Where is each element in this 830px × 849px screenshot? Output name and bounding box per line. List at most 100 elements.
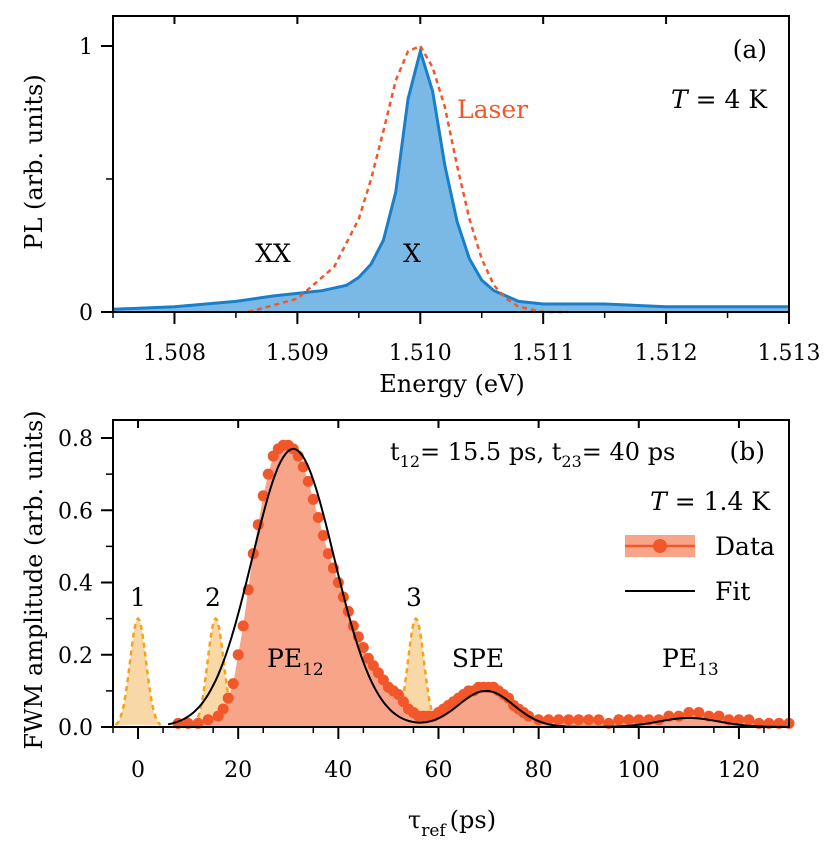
x-tick-label-b: 100 — [618, 758, 660, 783]
data-point — [317, 530, 329, 542]
panel-b-temperature: T = 1.4 K — [650, 487, 771, 516]
panel-b: 0 20 40 60 80 100 120 0.0 0.2 0.4 0.6 0.8 τref (ps)… — [20, 410, 795, 841]
x-tick-label-b: 60 — [424, 758, 452, 783]
laser-line — [247, 44, 568, 314]
x-tick-label-b: 40 — [324, 758, 352, 783]
tau-symbol: τ — [408, 806, 421, 834]
legend-fit-label: Fit — [715, 577, 750, 606]
data-point — [613, 714, 625, 726]
pulse-label-3: 3 — [406, 583, 422, 612]
data-point — [227, 678, 239, 690]
data-point — [232, 649, 244, 661]
tau-unit: (ps) — [450, 806, 496, 834]
data-point — [623, 714, 635, 726]
legend: Data Fit — [625, 532, 775, 606]
t23-subscript: 23 — [561, 452, 581, 471]
t12-symbol: t — [390, 438, 400, 466]
peak-x-label: X — [403, 239, 421, 268]
x-tick-label-a: 1.512 — [635, 341, 698, 366]
x-tick-label-a: 1.513 — [758, 341, 821, 366]
y-tick-label-b: 0.8 — [58, 427, 93, 452]
data-point — [202, 714, 214, 726]
x-tick-label-b: 20 — [224, 758, 252, 783]
t23-value: = 40 ps — [582, 438, 676, 466]
legend-data-marker — [653, 539, 667, 553]
data-point — [257, 490, 269, 502]
x-tick-label-a: 1.510 — [389, 341, 452, 366]
panel-a-label: (a) — [733, 35, 767, 64]
x-tick-label-a: 1.509 — [266, 341, 329, 366]
y-tick-label-b: 0.6 — [58, 499, 93, 524]
y-tick-label-b: 0.0 — [58, 716, 93, 741]
data-point — [713, 710, 725, 722]
panel-a-y-ticks: 01 — [79, 35, 113, 326]
data-point — [653, 714, 665, 726]
y-tick-label-b: 0.4 — [58, 572, 93, 597]
panel-b-temperature-var: T — [650, 487, 669, 516]
data-point — [683, 707, 695, 719]
y-tick-label-b: 0.2 — [58, 644, 93, 669]
data-point — [583, 714, 595, 726]
panel-b-x-ticks: 0 20 40 60 80 100 120 — [112, 420, 765, 783]
pe12-main: PE — [267, 644, 302, 673]
panel-a-x-axis-label: Energy (eV) — [379, 370, 524, 398]
data-point — [673, 710, 685, 722]
panel-a: 1.508 1.509 1.510 1.511 1.512 1.513 01 Energy… — [20, 15, 821, 398]
x-tick-label-b: 0 — [131, 758, 145, 783]
data-point — [563, 714, 575, 726]
data-point — [357, 642, 369, 654]
pulse-fill — [115, 618, 161, 725]
fwm-data-area — [178, 445, 789, 727]
x-tick-label-a: 1.511 — [512, 341, 575, 366]
data-point — [743, 714, 755, 726]
panel-a-frame — [112, 15, 790, 313]
panel-b-y-axis-label: FWM amplitude (arb. units) — [20, 410, 48, 749]
delay-annotation: t12= 15.5 ps, t23= 40 ps — [390, 438, 675, 471]
data-point — [733, 714, 745, 726]
y-tick-label-a: 1 — [79, 35, 93, 60]
panel-a-x-ticks: 1.508 1.509 1.510 1.511 1.512 1.513 — [112, 16, 821, 366]
pulse-label-1: 1 — [130, 583, 146, 612]
panel-b-frame — [112, 419, 790, 728]
panel-b-x-axis-label: τref (ps) — [408, 806, 496, 841]
tau-subscript: ref — [421, 821, 447, 841]
panel-a-temperature-var: T — [671, 85, 690, 114]
pe13-main: PE — [662, 644, 697, 673]
panel-b-temperature-value: = 1.4 K — [667, 487, 772, 516]
data-point — [573, 714, 585, 726]
data-point — [262, 468, 274, 480]
data-point — [553, 714, 565, 726]
panel-b-y-ticks: 0.0 0.2 0.4 0.6 0.8 — [58, 427, 113, 741]
x-tick-label-b: 80 — [525, 758, 553, 783]
data-point — [222, 692, 234, 704]
data-point — [312, 511, 324, 523]
data-point — [633, 714, 645, 726]
data-point — [237, 620, 249, 632]
laser-label: Laser — [457, 95, 528, 124]
peak-xx-label: XX — [255, 239, 291, 268]
data-point — [302, 475, 314, 487]
panel-a-temperature-value: = 4 K — [688, 85, 769, 114]
data-point — [593, 714, 605, 726]
pe13-sub: 13 — [697, 660, 719, 680]
panel-b-label: (b) — [729, 437, 765, 466]
y-tick-label-a: 0 — [79, 301, 93, 326]
pe13-label: PE13 — [662, 644, 719, 680]
data-point — [307, 493, 319, 505]
t23-symbol: t — [552, 438, 562, 466]
data-point — [693, 707, 705, 719]
data-point — [543, 714, 555, 726]
pulse-label-2: 2 — [205, 583, 221, 612]
spe-label: SPE — [452, 644, 504, 673]
fit-line — [167, 447, 789, 728]
t12-value: = 15.5 ps, — [420, 438, 552, 466]
pe12-label: PE12 — [267, 644, 324, 680]
pe12-sub: 12 — [302, 660, 324, 680]
t12-subscript: 12 — [400, 452, 420, 471]
pl-area — [113, 51, 789, 313]
panel-a-y-axis-label: PL (arb. units) — [20, 74, 48, 249]
pl-line — [112, 45, 789, 311]
pulse-line — [114, 616, 162, 726]
panel-a-temperature: T = 4 K — [671, 85, 768, 114]
